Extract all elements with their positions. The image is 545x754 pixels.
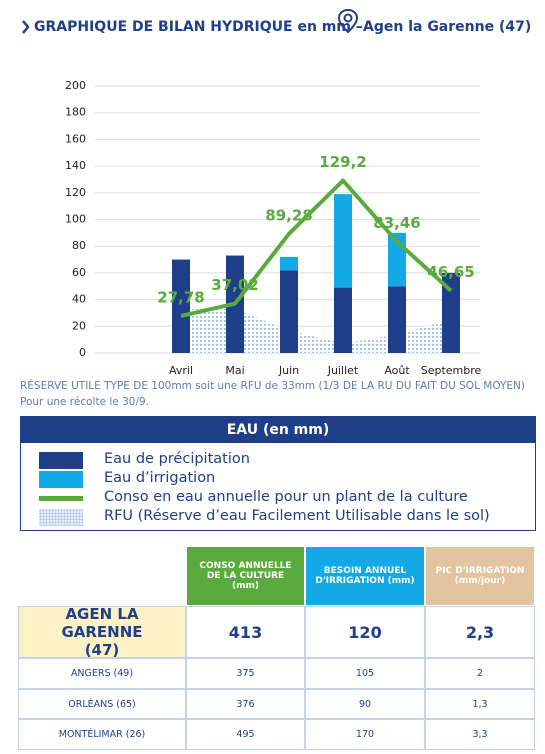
y-tick-label: 200 (65, 79, 86, 92)
table-cell: 170 (305, 719, 425, 750)
pin-icon (337, 8, 359, 34)
y-tick-label: 100 (65, 213, 86, 226)
y-tick-label: 80 (72, 239, 86, 252)
x-tick-label: Mai (225, 364, 244, 377)
row-header: MONTÉLIMAR (26) (18, 719, 186, 750)
table-cell: 2,3 (425, 606, 535, 658)
legend-label: Eau d’irrigation (104, 470, 216, 486)
location: Agen la Garenne (47) (363, 19, 531, 35)
x-tick-label: Avril (169, 364, 193, 377)
table-cell: 90 (305, 689, 425, 719)
chart: GRAPHIQUE DE BILAN HYDRIQUE en mm – Agen… (22, 8, 531, 377)
legend-swatch (39, 452, 83, 469)
x-tick-label: Juillet (327, 364, 359, 377)
data-label: 46,65 (427, 263, 474, 281)
bar (334, 194, 352, 288)
y-tick-label: 20 (72, 319, 86, 332)
data-label: 37,02 (211, 276, 258, 294)
line (180, 178, 453, 318)
x-tick-label: Septembre (421, 364, 482, 377)
bar (388, 286, 406, 353)
y-tick-label: 120 (65, 186, 86, 199)
table-cell: 375 (186, 658, 305, 689)
legend-swatch (39, 496, 83, 501)
legend: EAU (en mm) Eau de précipitation Eau d’irr… (20, 416, 536, 531)
table-cell: 120 (305, 606, 425, 658)
column-header: PIC D'IRRIGATION (mm/jour) (425, 546, 535, 606)
row-header: ORLÉANS (65) (18, 689, 186, 719)
x-tick-label: Août (384, 364, 410, 377)
y-tick-label: 40 (72, 293, 86, 306)
table-cell: 2 (425, 658, 535, 689)
column-header: BESOIN ANNUEL D'IRRIGATION (mm) (305, 546, 425, 606)
note: RÉSERVE UTILE TYPE DE 100mm soit une RFU… (20, 380, 526, 392)
bar (334, 287, 352, 353)
note: Pour une récolte le 30/9. (20, 396, 150, 408)
table-cell: 3,3 (425, 719, 535, 750)
table-cell: 105 (305, 658, 425, 689)
chart-title: GRAPHIQUE DE BILAN HYDRIQUE en mm – (34, 19, 363, 35)
row-header: AGEN LA GARENNE (47) (18, 605, 186, 659)
y-tick-label: 180 (65, 106, 86, 119)
legend-label: Eau de précipitation (104, 451, 250, 467)
x-tick-label: Juin (278, 364, 299, 377)
y-tick-label: 140 (65, 159, 86, 172)
data-label: 83,46 (373, 214, 420, 232)
y-tick-label: 160 (65, 132, 86, 145)
bar (280, 256, 298, 271)
table-cell: 1,3 (425, 689, 535, 719)
legend-swatch (39, 509, 83, 526)
data-label: 129,2 (319, 153, 366, 171)
data-label: 27,78 (157, 288, 204, 306)
bar (172, 259, 190, 353)
table-cell: 376 (186, 689, 305, 719)
legend-label: Conso en eau annuelle pour un plant de l… (104, 489, 468, 505)
y-tick-label: 60 (72, 266, 86, 279)
data-label: 89,28 (265, 206, 312, 224)
row-header: ANGERS (49) (18, 658, 186, 689)
y-tick-label: 0 (79, 346, 86, 359)
legend-title: EAU (en mm) (21, 417, 535, 443)
table-cell: 413 (186, 606, 305, 658)
table-cell: 495 (186, 719, 305, 750)
column-header: CONSO ANNUELLE DE LA CULTURE (mm) (186, 546, 305, 606)
bar (442, 272, 460, 353)
rfu-area (181, 308, 451, 353)
legend-swatch (39, 471, 83, 488)
legend-label: RFU (Réserve d’eau Facilement Utilisable… (104, 508, 490, 524)
chevron-icon (22, 20, 30, 34)
bar (280, 270, 298, 353)
